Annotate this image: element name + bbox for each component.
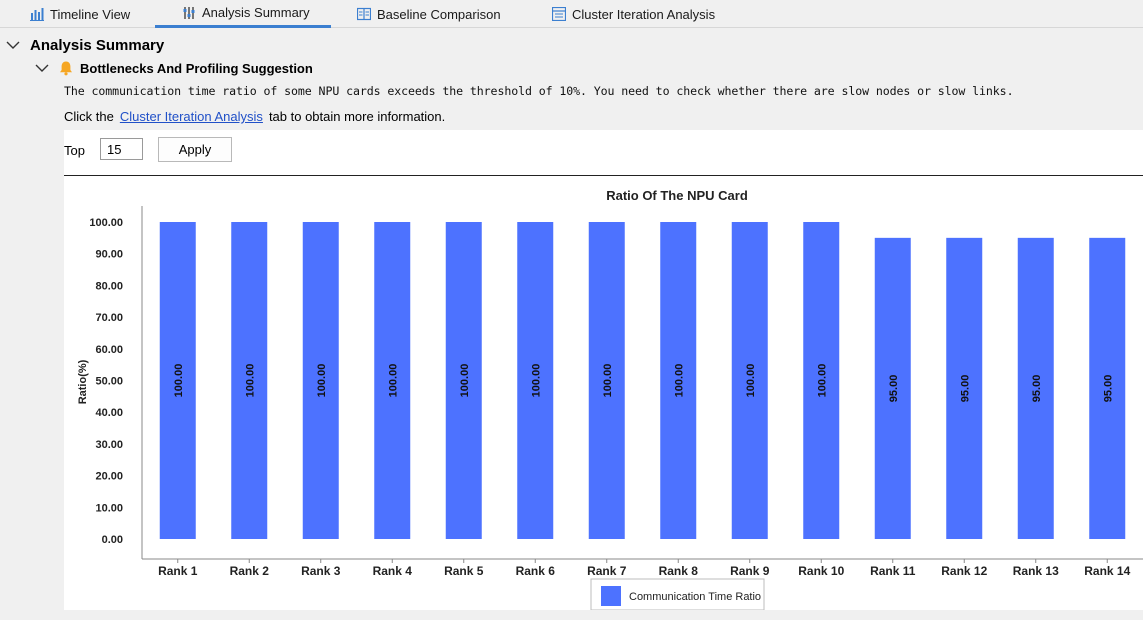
- bar-value-label: 100.00: [745, 364, 757, 398]
- x-tick-label: Rank 14: [1084, 564, 1130, 578]
- legend-label: Communication Time Ratio: [629, 591, 761, 603]
- bar-rank-10[interactable]: [803, 222, 840, 539]
- y-tick-label: 80.00: [95, 280, 123, 292]
- y-tick-label: 60.00: [95, 344, 123, 356]
- hint-suffix: tab to obtain more information.: [268, 109, 446, 124]
- tab-label: Cluster Iteration Analysis: [572, 6, 716, 22]
- x-tick-label: Rank 9: [730, 564, 770, 578]
- x-tick-label: Rank 7: [587, 564, 627, 578]
- x-tick-label: Rank 2: [230, 564, 270, 578]
- bar-rank-7[interactable]: [588, 222, 625, 539]
- tab-baseline-comparison[interactable]: Baseline Comparison: [357, 0, 501, 28]
- chevron-down-icon[interactable]: [34, 60, 50, 76]
- suggestion-message: The communication time ratio of some NPU…: [64, 84, 1014, 98]
- apply-button[interactable]: Apply: [158, 137, 232, 162]
- x-tick-label: Rank 11: [870, 564, 916, 578]
- bar-value-label: 95.00: [1031, 375, 1043, 403]
- bar-value-label: 95.00: [959, 375, 971, 403]
- tab-cluster-iteration-analysis[interactable]: Cluster Iteration Analysis: [552, 0, 715, 28]
- hint-text: Click the Cluster Iteration Analysis tab t…: [64, 109, 445, 124]
- bar-value-label: 100.00: [244, 364, 256, 398]
- bar-value-label: 100.00: [530, 364, 542, 398]
- y-tick-label: 30.00: [95, 439, 123, 451]
- bar-value-label: 100.00: [459, 364, 471, 398]
- chart-legend: Communication Time Ratio: [590, 578, 765, 610]
- bar-value-label: 100.00: [816, 364, 828, 398]
- tab-label: Timeline View: [50, 6, 131, 22]
- bar-value-label: 100.00: [173, 364, 185, 398]
- y-tick-label: 20.00: [95, 471, 123, 483]
- bar-rank-6[interactable]: [517, 222, 554, 539]
- sliders-icon: [183, 6, 195, 19]
- bottlenecks-section-header[interactable]: Bottlenecks And Profiling Suggestion: [34, 58, 313, 78]
- tab-bar: Timeline View Analysis Summary Baseline …: [0, 0, 1143, 28]
- analysis-summary-section-header[interactable]: Analysis Summary: [5, 35, 164, 55]
- cluster-iteration-analysis-link[interactable]: Cluster Iteration Analysis: [119, 109, 263, 124]
- tab-analysis-summary[interactable]: Analysis Summary: [155, 0, 331, 28]
- bar-value-label: 95.00: [1102, 375, 1114, 403]
- y-tick-label: 100.00: [89, 217, 123, 229]
- bar-rank-9[interactable]: [731, 222, 768, 539]
- bar-rank-13[interactable]: [1017, 237, 1054, 539]
- tab-timeline-view[interactable]: Timeline View: [30, 0, 130, 28]
- bar-rank-14[interactable]: [1089, 237, 1126, 539]
- x-tick-label: Rank 4: [373, 564, 413, 578]
- x-tick-label: Rank 6: [516, 564, 556, 578]
- bar-rank-3[interactable]: [302, 222, 339, 539]
- bar-rank-2[interactable]: [231, 222, 268, 539]
- bar-rank-1[interactable]: [159, 222, 196, 539]
- x-tick-label: Rank 8: [659, 564, 699, 578]
- x-tick-label: Rank 1: [158, 564, 198, 578]
- top-label: Top: [64, 143, 85, 158]
- bar-rank-4[interactable]: [374, 222, 411, 539]
- legend-swatch: [601, 586, 621, 606]
- subsection-title: Bottlenecks And Profiling Suggestion: [80, 60, 313, 76]
- x-tick-label: Rank 10: [798, 564, 844, 578]
- section-title: Analysis Summary: [30, 36, 165, 54]
- chevron-down-icon[interactable]: [5, 37, 21, 53]
- bar-value-label: 100.00: [316, 364, 328, 398]
- tab-label: Analysis Summary: [202, 5, 310, 20]
- chart-title: Ratio Of The NPU Card: [606, 188, 748, 203]
- y-tick-label: 70.00: [95, 312, 123, 324]
- bar-rank-5[interactable]: [445, 222, 482, 539]
- compare-icon: [357, 7, 371, 21]
- bar-rank-8[interactable]: [660, 222, 697, 539]
- divider: [64, 175, 1143, 176]
- y-tick-label: 0.00: [102, 534, 123, 546]
- y-tick-label: 50.00: [95, 376, 123, 388]
- bar-value-label: 100.00: [673, 364, 685, 398]
- x-tick-label: Rank 5: [444, 564, 484, 578]
- y-tick-label: 90.00: [95, 249, 123, 261]
- grid-icon: [552, 7, 566, 21]
- tab-label: Baseline Comparison: [377, 6, 501, 22]
- bar-value-label: 95.00: [888, 375, 900, 403]
- bar-value-label: 100.00: [387, 364, 399, 398]
- y-axis-label: Ratio(%): [77, 359, 89, 404]
- top-n-input[interactable]: [100, 138, 143, 160]
- y-tick-label: 10.00: [95, 502, 123, 514]
- x-tick-label: Rank 13: [1013, 564, 1059, 578]
- y-tick-label: 40.00: [95, 407, 123, 419]
- bar-chart-icon: [30, 8, 44, 21]
- chart-panel: Top Apply Ratio Of The NPU Card Ratio(%)…: [64, 130, 1143, 610]
- x-tick-label: Rank 12: [941, 564, 987, 578]
- x-tick-label: Rank 3: [301, 564, 341, 578]
- bar-rank-11[interactable]: [874, 237, 911, 539]
- npu-ratio-chart: Ratio Of The NPU Card Ratio(%) 0.00 10.00…: [77, 188, 1143, 610]
- bar-rank-12[interactable]: [946, 237, 983, 539]
- hint-prefix: Click the: [64, 109, 114, 124]
- bar-value-label: 100.00: [602, 364, 614, 398]
- bell-icon: [60, 61, 72, 76]
